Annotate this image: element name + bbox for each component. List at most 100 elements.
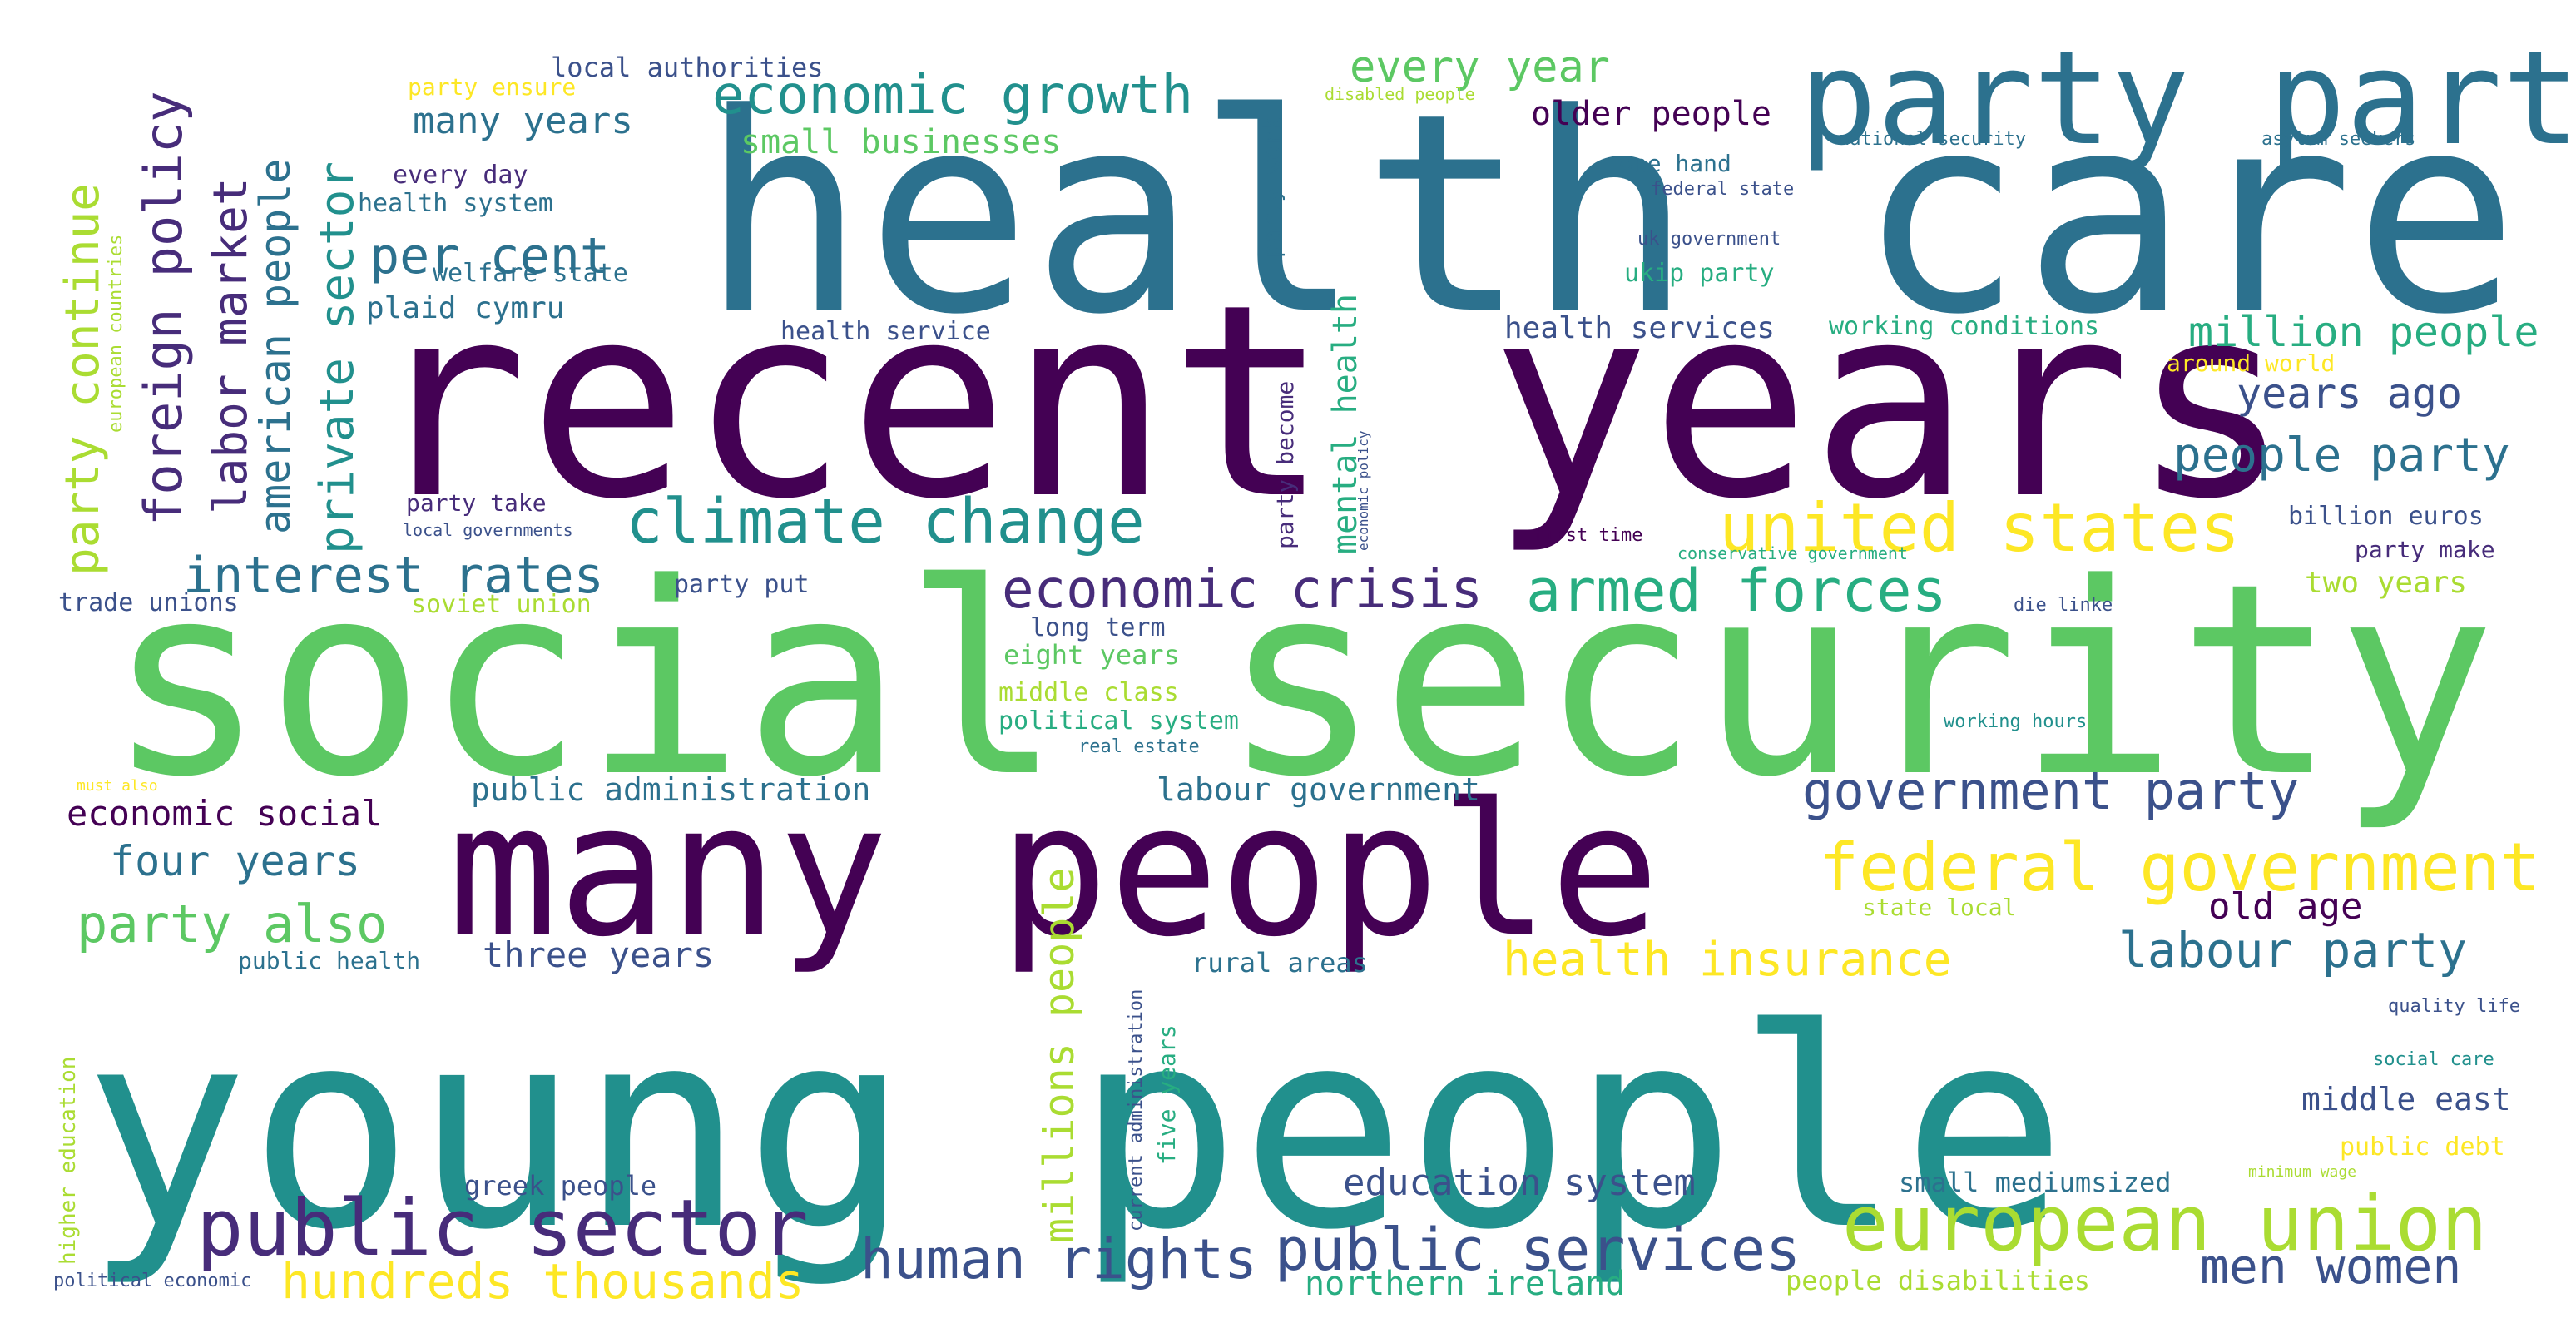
word-working-hours: working hours — [1944, 711, 2087, 732]
word-hundreds-thousands: hundreds thousands — [281, 1253, 805, 1310]
word-ukip-party: ukip party — [1624, 259, 1775, 288]
word-many-years: many years — [413, 100, 633, 142]
word-party-take: party take — [406, 489, 547, 517]
word-small-mediumsized: small mediumsized — [1899, 1167, 2172, 1198]
word-federal-government: federal government — [1819, 829, 2540, 906]
word-long-term: long term — [1030, 613, 1166, 642]
word-two-years: two years — [2305, 566, 2467, 600]
word-rural-areas: rural areas — [1191, 947, 1368, 979]
word-interest-rates: interest rates — [183, 547, 604, 605]
word-federal-state: federal state — [1651, 179, 1794, 200]
word-political-economic: political economic — [53, 1271, 251, 1291]
word-older-people: older people — [1531, 95, 1771, 133]
word-economic-growth: economic growth — [712, 65, 1193, 126]
word-health-service: health service — [780, 317, 991, 346]
word-conservative-government: conservative government — [1677, 543, 1908, 563]
word-united-states: united states — [1719, 489, 2240, 567]
word-trade-unions: trade unions — [58, 588, 239, 617]
word-old-age: old age — [2208, 885, 2362, 928]
word-four-years: four years — [110, 837, 360, 885]
word-people-disabilities: people disabilities — [1786, 1265, 2090, 1296]
word-many-people: many people — [448, 764, 1660, 977]
word-national-security: national security — [1839, 129, 2026, 150]
word-private-sector: private sector — [310, 161, 364, 554]
word-billion-euros: billion euros — [2288, 502, 2484, 531]
word-party-work: party work — [1258, 117, 1286, 258]
word-economic-social: economic social — [67, 793, 382, 834]
word-young-people: young people — [83, 970, 2067, 1290]
word-health-services: health services — [1504, 311, 1775, 345]
word-economic-policy: economic policy — [1355, 430, 1371, 551]
word-welfare-state: welfare state — [433, 259, 628, 288]
word-die-linke: die linke — [2014, 595, 2113, 616]
word-party-ensure: party ensure — [408, 73, 576, 101]
word-around-world: around world — [2167, 349, 2335, 377]
word-per-cent: per cent — [369, 227, 610, 285]
word-state-local: state local — [1862, 894, 2016, 921]
word-first-time: first time — [1533, 525, 1642, 546]
word-european-countries: european countries — [106, 235, 126, 433]
word-every-day: every day — [393, 161, 528, 190]
word-years-ago: years ago — [2237, 369, 2462, 418]
word-government-party: government party — [1802, 761, 2299, 821]
word-european-union: european union — [1842, 1179, 2487, 1268]
word-minimum-wage: minimum wage — [2248, 1163, 2356, 1181]
word-greek-people: greek people — [464, 1170, 656, 1202]
word-public-sector: public sector — [196, 1183, 809, 1274]
word-labour-government: labour government — [1157, 771, 1480, 808]
word-labor-market: labor market — [204, 177, 258, 514]
word-social-security: social security — [107, 527, 2496, 835]
word-real-estate: real estate — [1078, 736, 1200, 757]
word-party-make: party make — [2355, 536, 2495, 563]
word-social-care: social care — [2373, 1049, 2494, 1070]
word-soviet-union: soviet union — [411, 590, 592, 619]
word-party-put: party put — [674, 570, 810, 599]
word-party-party: party party — [1799, 22, 2576, 174]
word-armed-forces: armed forces — [1526, 557, 1947, 625]
word-climate-change: climate change — [626, 486, 1145, 558]
word-disabled-people: disabled people — [1325, 84, 1475, 104]
word-party-become: party become — [1271, 381, 1299, 549]
word-health-care: health care — [701, 55, 2519, 374]
word-men-women: men women — [2200, 1238, 2461, 1295]
word-higher-education: higher education — [56, 1057, 81, 1265]
word-mental-health: mental health — [1326, 294, 1365, 554]
word-must-also: must also — [77, 777, 158, 795]
word-asylum-seekers: asylum seekers — [2261, 129, 2415, 150]
word-local-authorities: local authorities — [551, 52, 824, 83]
word-five-years: five years — [1153, 1024, 1181, 1165]
word-economic-crisis: economic crisis — [1002, 559, 1483, 621]
word-middle-class: middle class — [998, 678, 1179, 707]
word-quality-life: quality life — [2388, 996, 2520, 1017]
word-one-hand: one hand — [1619, 150, 1731, 177]
word-northern-ireland: northern ireland — [1305, 1265, 1625, 1303]
word-small-businesses: small businesses — [741, 123, 1061, 161]
word-middle-east: middle east — [2301, 1081, 2511, 1117]
word-three-years: three years — [483, 934, 714, 975]
word-million-people: million people — [2188, 308, 2539, 356]
word-american-people: american people — [251, 158, 300, 534]
word-public-administration: public administration — [471, 771, 870, 808]
word-education-system: education system — [1343, 1162, 1696, 1204]
word-health-insurance: health insurance — [1503, 933, 1951, 987]
word-party-also: party also — [77, 894, 387, 954]
word-uk-government: uk government — [1637, 229, 1781, 250]
word-millions-people: millions people — [1035, 867, 1083, 1243]
word-labour-party: labour party — [2118, 922, 2467, 979]
word-public-debt: public debt — [2340, 1132, 2505, 1162]
word-health-system: health system — [358, 189, 553, 218]
word-people-party: people party — [2173, 429, 2510, 483]
word-eight-years: eight years — [1003, 639, 1180, 671]
word-working-conditions: working conditions — [1829, 312, 2099, 341]
word-every-year: every year — [1350, 42, 1610, 92]
word-party-continue: party continue — [56, 183, 110, 576]
word-current-administration: current administration — [1126, 989, 1147, 1231]
word-public-health: public health — [238, 947, 420, 974]
word-public-services: public services — [1275, 1216, 1801, 1284]
word-human-rights: human rights — [860, 1227, 1257, 1291]
word-political-system: political system — [998, 706, 1239, 736]
